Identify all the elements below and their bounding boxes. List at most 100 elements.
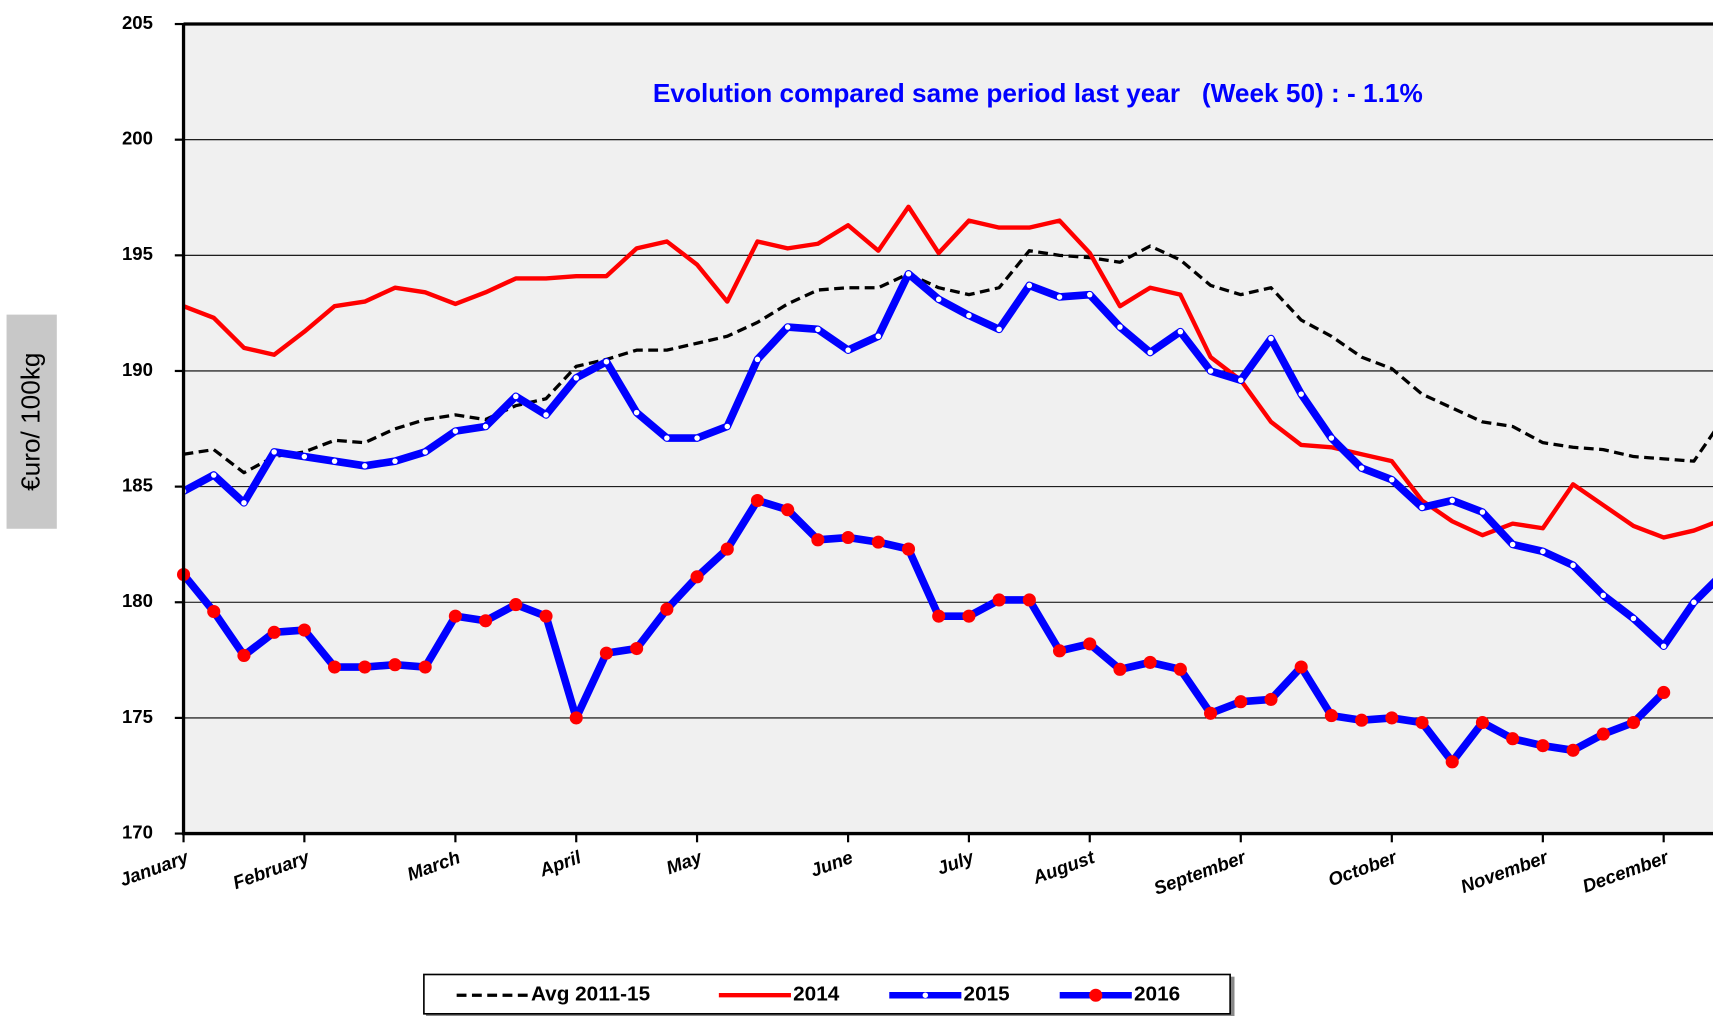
x-tick-label: August	[1029, 846, 1098, 888]
point	[1052, 644, 1067, 658]
point	[422, 449, 428, 455]
point	[1385, 711, 1399, 725]
x-tick-label: November	[1458, 846, 1552, 897]
point	[966, 312, 972, 319]
point	[569, 711, 583, 725]
point	[871, 535, 885, 549]
point	[331, 458, 338, 464]
point	[237, 648, 251, 663]
point	[1355, 713, 1369, 727]
point	[448, 609, 462, 623]
point	[1264, 692, 1278, 706]
point	[1509, 541, 1516, 548]
y-axis-label: €uro/ 100kg	[16, 352, 46, 490]
x-tick-label: March	[404, 846, 463, 884]
point	[1083, 637, 1097, 651]
point	[452, 428, 459, 434]
y-tick-label: 175	[122, 706, 153, 727]
point	[1113, 662, 1127, 676]
y-tick-label: 200	[122, 128, 153, 149]
point	[1238, 377, 1244, 383]
y-tick-label: 170	[122, 821, 153, 842]
point	[543, 412, 549, 418]
point	[845, 347, 851, 353]
point	[482, 423, 489, 430]
point	[781, 503, 795, 517]
point	[573, 375, 579, 381]
series-line	[182, 204, 1713, 540]
point	[633, 409, 640, 416]
point	[1328, 435, 1335, 441]
point	[1415, 715, 1429, 730]
point	[1445, 755, 1459, 769]
point	[1294, 660, 1308, 674]
point	[513, 393, 519, 400]
y-tick-label: 195	[122, 243, 153, 264]
point	[207, 604, 221, 619]
point	[694, 435, 700, 441]
point	[1600, 592, 1606, 599]
point	[905, 271, 912, 277]
x-tick-label: September	[1151, 846, 1250, 899]
y-tick-label: 190	[122, 359, 153, 380]
x-tick-label: June	[808, 846, 856, 881]
point	[1358, 465, 1365, 471]
point	[328, 660, 342, 674]
point	[750, 493, 765, 508]
point	[1173, 662, 1187, 676]
point	[935, 296, 942, 303]
point	[599, 646, 613, 660]
legend-label: 2016	[1134, 983, 1180, 1006]
point	[388, 658, 402, 672]
point	[1570, 562, 1576, 568]
point	[301, 453, 308, 460]
point	[1056, 294, 1063, 300]
point	[784, 324, 791, 330]
point	[754, 356, 761, 363]
point	[1143, 655, 1157, 669]
point	[297, 623, 311, 637]
point	[1419, 504, 1425, 511]
point	[1540, 548, 1546, 555]
point	[1536, 739, 1550, 753]
point	[1630, 615, 1637, 622]
point	[1657, 685, 1671, 700]
point	[1022, 593, 1036, 607]
point	[267, 625, 281, 639]
legend-label: 2015	[964, 983, 1010, 1006]
point	[1479, 509, 1486, 515]
x-tick-label: July	[934, 846, 978, 879]
point	[901, 542, 916, 556]
point	[1177, 328, 1184, 335]
point	[690, 570, 704, 584]
y-label-box	[6, 314, 57, 529]
y-tick-label: 205	[122, 12, 153, 33]
legend-label: 2014	[793, 983, 840, 1006]
point	[241, 500, 247, 506]
point	[418, 660, 432, 674]
point	[962, 609, 976, 623]
point	[1626, 715, 1641, 730]
point	[841, 530, 855, 545]
point	[1298, 391, 1304, 397]
legend-label: Avg 2011-15	[531, 983, 650, 1006]
point	[630, 641, 644, 656]
series-line	[183, 244, 1713, 475]
point	[603, 358, 610, 365]
point	[660, 602, 674, 616]
point	[664, 435, 670, 441]
point	[1660, 643, 1667, 649]
point	[1389, 476, 1395, 483]
point	[1324, 709, 1338, 723]
point	[509, 598, 523, 612]
point	[392, 458, 398, 464]
x-tick-label: April	[536, 846, 585, 881]
point	[875, 333, 882, 340]
point	[1691, 599, 1697, 605]
point	[1449, 497, 1455, 504]
point	[932, 609, 946, 623]
point	[811, 533, 825, 547]
annotation: Evolution compared same period last year…	[653, 78, 1423, 108]
point	[1506, 732, 1520, 746]
